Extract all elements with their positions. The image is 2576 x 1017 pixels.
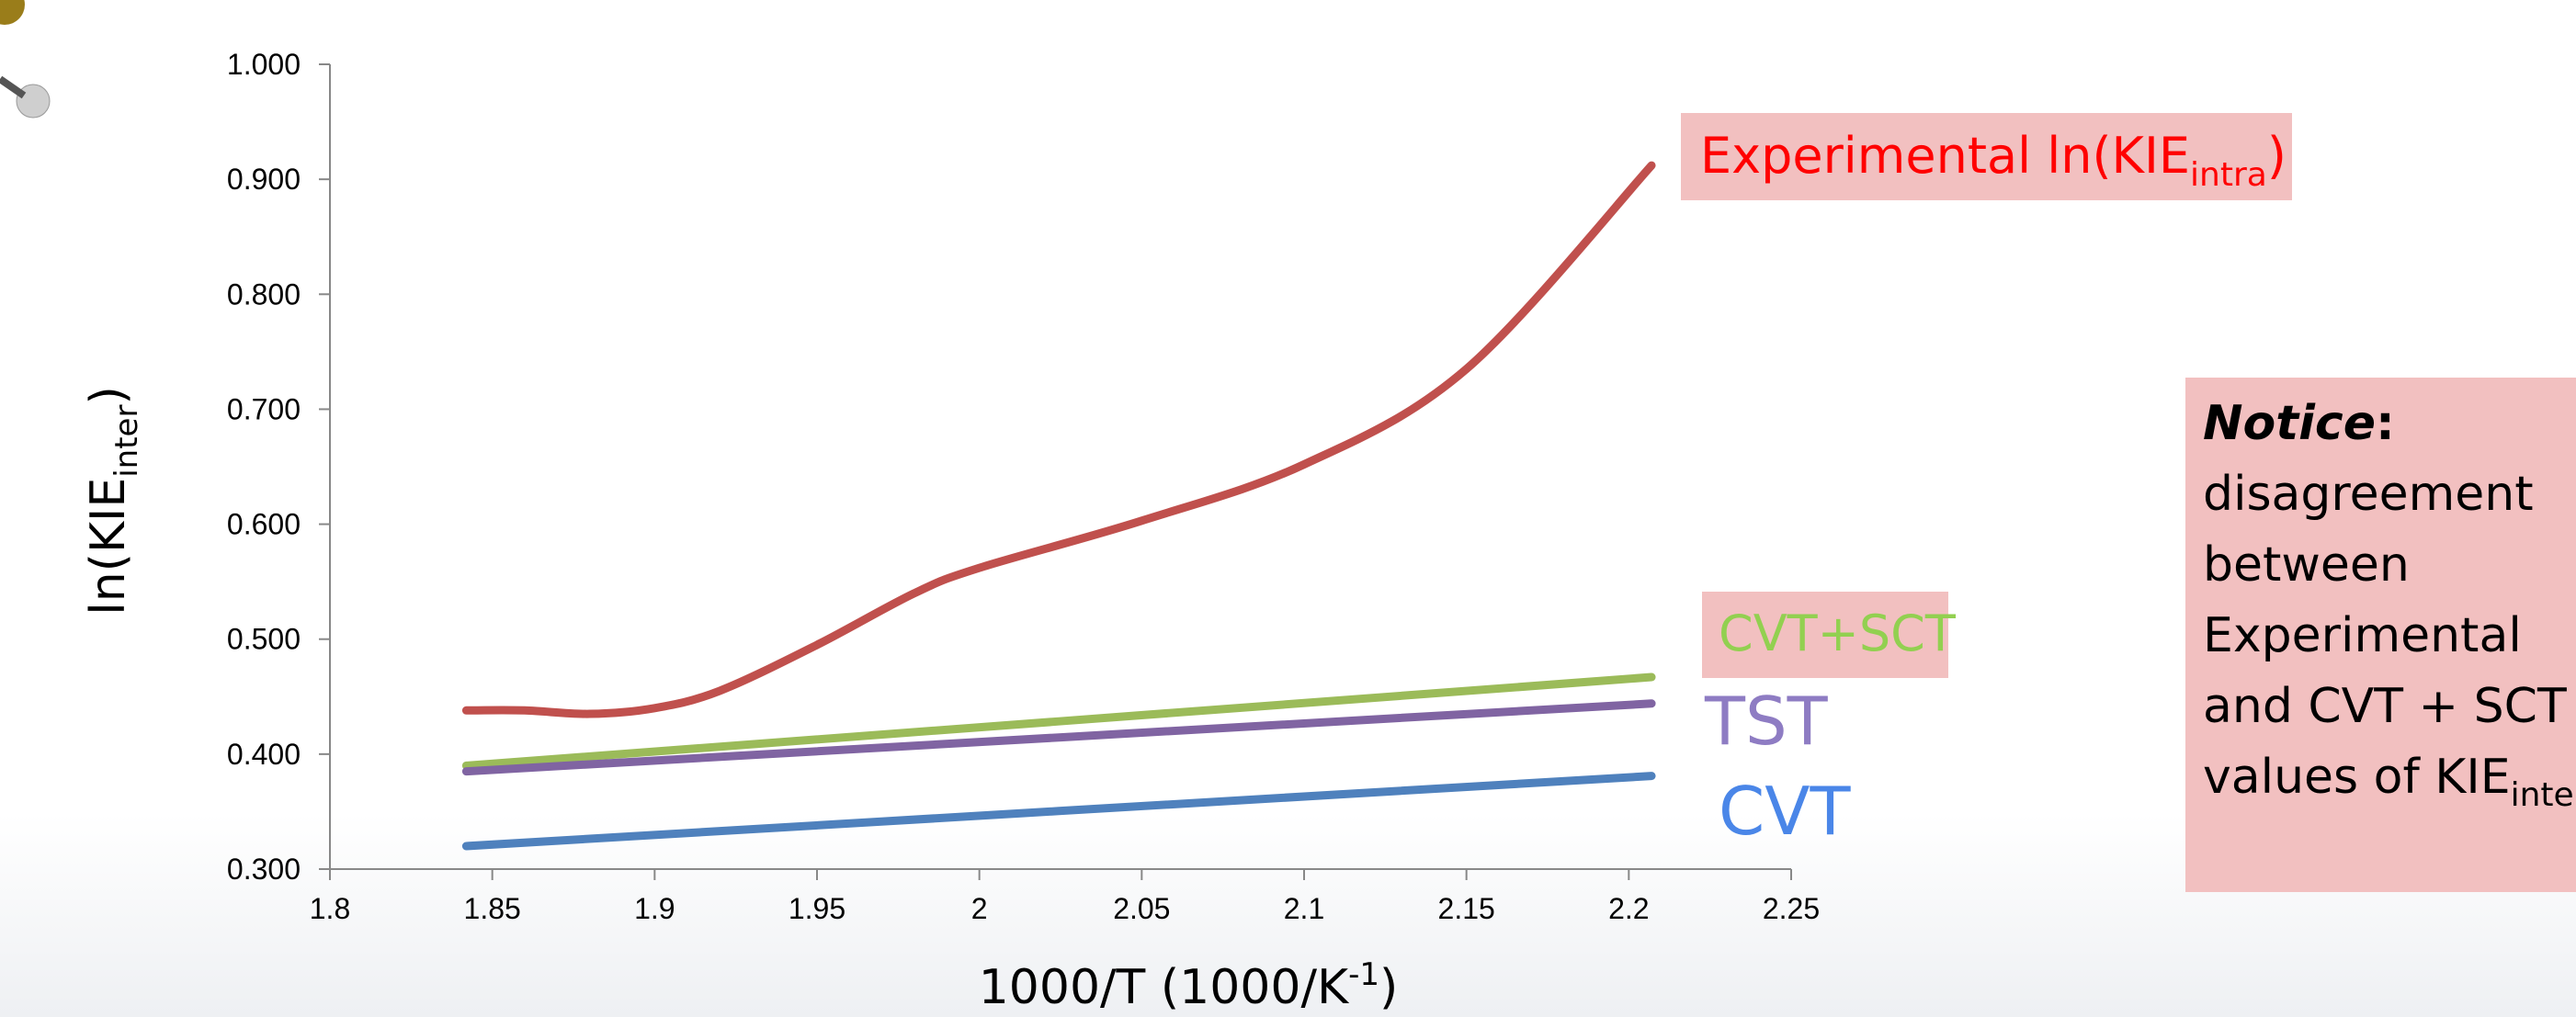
y-tick-label: 0.300 <box>227 853 301 886</box>
y-tick-label: 0.400 <box>227 738 301 771</box>
notice-title: Notice: <box>2203 396 2395 451</box>
y-tick-label: 0.900 <box>227 163 301 196</box>
notice-line-text: values of KIE <box>2203 750 2511 805</box>
x-tick-label: 2 <box>971 892 988 925</box>
x-tick-label: 2.25 <box>1763 892 1820 925</box>
x-axis-title: 1000/T (1000/K-1) <box>979 956 1399 1015</box>
notice-line-text: disagreement <box>2203 467 2534 522</box>
x-tick-label: 2.05 <box>1113 892 1170 925</box>
notice-line-text: between <box>2203 537 2410 593</box>
y-tick-label: 1.000 <box>227 48 301 81</box>
x-axis-title-sup: -1 <box>1348 956 1379 993</box>
series-label: CVT <box>1719 773 1852 850</box>
molecule-bond <box>0 79 24 96</box>
series-label-sub: intra <box>2190 156 2267 194</box>
series-line <box>466 165 1651 714</box>
series-label-text: TST <box>1704 683 1829 760</box>
y-tick-label: 0.700 <box>227 392 301 425</box>
notice-line: disagreement <box>2203 467 2534 522</box>
series-line <box>466 677 1651 765</box>
notice-title-colon: : <box>2376 396 2395 451</box>
y-axis-title: ln(KIEinter) <box>81 386 145 616</box>
notice-line-text: Experimental <box>2203 608 2522 663</box>
y-tick-label: 0.800 <box>227 277 301 311</box>
y-axis-title-end: ) <box>81 386 136 404</box>
molecule-atom <box>0 0 25 25</box>
series-label-text: CVT <box>1719 773 1852 850</box>
x-axis-title-text: 1000/T (1000/K <box>979 960 1350 1015</box>
x-tick-label: 1.95 <box>789 892 845 925</box>
notice-title-text: Notice <box>2203 396 2376 451</box>
series-label-text: Experimental ln(KIE <box>1700 127 2190 185</box>
notice-line: between <box>2203 537 2410 593</box>
series-label: CVT+SCT <box>1719 605 1957 662</box>
x-tick-label: 1.85 <box>464 892 521 925</box>
x-tick-label: 1.8 <box>310 892 350 925</box>
notice-line: and CVT + SCT <box>2203 679 2567 734</box>
series-line <box>466 776 1651 846</box>
series-label-end: ) <box>2267 127 2287 185</box>
x-tick-label: 1.9 <box>634 892 675 925</box>
y-axis-title-sub: inter <box>108 405 145 478</box>
y-tick-label: 0.500 <box>227 623 301 656</box>
chart: 0.300 0.400 0.500 0.600 0.700 0.800 0.900 1.000… <box>0 0 2576 1017</box>
x-tick-label: 2.1 <box>1284 892 1324 925</box>
x-tick-label: 2.15 <box>1438 892 1495 925</box>
notice-line-text: and CVT + SCT <box>2203 679 2567 734</box>
x-axis-title-end: ) <box>1379 960 1398 1015</box>
x-tick-label: 2.2 <box>1608 892 1649 925</box>
notice-line-sub: inter <box>2511 776 2576 814</box>
y-axis-title-text: ln(KIE <box>81 478 136 616</box>
notice-line: Experimental <box>2203 608 2522 663</box>
y-tick-label: 0.600 <box>227 508 301 541</box>
series-label-text: CVT+SCT <box>1719 605 1957 662</box>
series-label: TST <box>1704 683 1829 760</box>
